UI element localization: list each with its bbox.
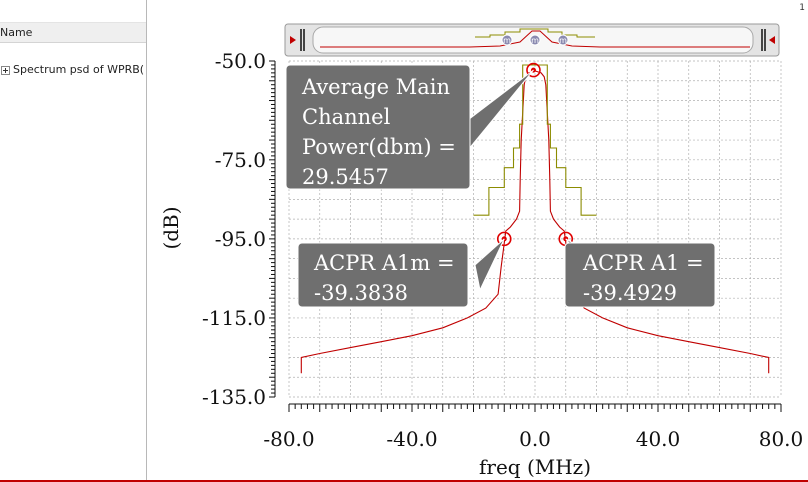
y-tick-label: -75.0 bbox=[215, 148, 266, 172]
marker-ring-0[interactable] bbox=[526, 62, 541, 78]
x-tick-label: -40.0 bbox=[386, 427, 437, 451]
overview-mask bbox=[475, 28, 595, 38]
scrollbar-grip-right[interactable] bbox=[761, 29, 763, 51]
annotation-text: Average Main bbox=[301, 75, 450, 99]
y-tick-label: -135.0 bbox=[202, 385, 266, 409]
window-number: 1 bbox=[799, 3, 805, 13]
plot-axes: -50.0 -75.0 -95.0 -115.0 -135.0 -80.0 -40.0 0.0… bbox=[202, 49, 803, 451]
marker-ring-1[interactable] bbox=[496, 231, 512, 247]
scrollbar-grip-left-2[interactable] bbox=[303, 29, 305, 51]
left-arrow-icon[interactable] bbox=[290, 36, 296, 44]
spectrum-mask-line bbox=[473, 64, 597, 216]
right-arrow-icon[interactable] bbox=[769, 36, 775, 44]
overview-trace bbox=[320, 30, 750, 48]
x-tick-label: -80.0 bbox=[263, 427, 314, 451]
annotation-text: Channel bbox=[302, 105, 391, 129]
callout-layer: Average Main Channel Power(dbm) = 29.5457 AC… bbox=[285, 64, 716, 308]
tree-item-spectrum[interactable]: Spectrum psd of WPRB( bbox=[0, 62, 146, 78]
scroll-marker-icon[interactable] bbox=[529, 34, 541, 46]
scrollbar-grip-left[interactable] bbox=[300, 29, 302, 51]
annotation-text: 29.5457 bbox=[302, 165, 389, 189]
annotation-text: -39.3838 bbox=[314, 281, 408, 305]
y-tick-label: -115.0 bbox=[202, 306, 266, 330]
x-tick-label: 80.0 bbox=[759, 427, 804, 451]
x-tick-label: 0.0 bbox=[519, 427, 551, 451]
annotation-text: ACPR A1 = bbox=[582, 251, 704, 275]
scroll-marker-icon[interactable] bbox=[557, 34, 569, 46]
annotation-text: Power(dbm) = bbox=[302, 135, 456, 159]
scroll-marker-label: m bbox=[503, 36, 511, 45]
y-axis-label: (dB) bbox=[159, 206, 183, 249]
y-tick-label: -95.0 bbox=[215, 227, 266, 251]
y-tick-label: -50.0 bbox=[215, 49, 266, 73]
expand-icon[interactable] bbox=[1, 65, 10, 75]
scroll-marker-label: m bbox=[559, 36, 567, 45]
callout-pointer-1 bbox=[474, 238, 505, 292]
callout-box-0 bbox=[285, 64, 471, 190]
bottom-border bbox=[0, 480, 808, 482]
x-tick-label: 40.0 bbox=[636, 427, 681, 451]
annotation-text: ACPR A1m = bbox=[313, 251, 455, 275]
callout-box-1 bbox=[297, 242, 469, 308]
scroll-marker-icon[interactable] bbox=[501, 34, 513, 46]
scroll-marker-label: m bbox=[531, 36, 539, 45]
scrollbar-grip-right-2[interactable] bbox=[764, 29, 766, 51]
panel-header-name[interactable]: Name bbox=[0, 22, 146, 43]
tree-item-label: Spectrum psd of WPRB( bbox=[13, 63, 145, 76]
annotation-text: -39.4929 bbox=[583, 281, 677, 305]
callout-box-2 bbox=[564, 242, 716, 308]
x-axis-label: freq (MHz) bbox=[479, 455, 591, 479]
browser-panel: Name Spectrum psd of WPRB( bbox=[0, 0, 147, 482]
